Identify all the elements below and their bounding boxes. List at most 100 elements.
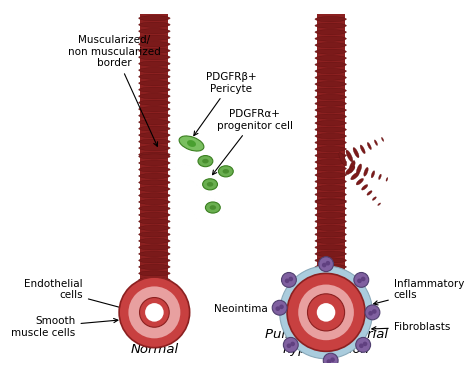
Circle shape	[317, 303, 335, 322]
Ellipse shape	[371, 171, 375, 178]
Ellipse shape	[315, 133, 346, 139]
Polygon shape	[170, 164, 219, 203]
Ellipse shape	[315, 179, 346, 184]
Ellipse shape	[315, 212, 346, 218]
Circle shape	[365, 305, 380, 320]
Ellipse shape	[138, 199, 170, 204]
Ellipse shape	[138, 113, 170, 118]
Ellipse shape	[210, 205, 216, 210]
Ellipse shape	[374, 140, 378, 146]
Ellipse shape	[205, 202, 220, 213]
Ellipse shape	[386, 178, 388, 181]
Ellipse shape	[315, 225, 346, 230]
Ellipse shape	[138, 173, 170, 179]
Circle shape	[279, 305, 284, 309]
Ellipse shape	[378, 203, 381, 205]
Ellipse shape	[367, 191, 372, 195]
Ellipse shape	[315, 159, 346, 165]
Ellipse shape	[382, 137, 384, 141]
Circle shape	[323, 353, 338, 368]
Ellipse shape	[356, 164, 362, 175]
Ellipse shape	[202, 159, 209, 164]
Circle shape	[357, 279, 362, 283]
Ellipse shape	[315, 206, 346, 211]
Ellipse shape	[362, 184, 368, 190]
Ellipse shape	[138, 251, 170, 256]
Ellipse shape	[138, 146, 170, 151]
Text: PDGFRβ+
Pericyte: PDGFRβ+ Pericyte	[194, 72, 257, 136]
Ellipse shape	[138, 193, 170, 198]
Ellipse shape	[315, 199, 346, 204]
Ellipse shape	[315, 107, 346, 113]
Polygon shape	[140, 155, 168, 280]
Circle shape	[368, 311, 373, 316]
Ellipse shape	[315, 101, 346, 106]
Text: Inflammatory
cells: Inflammatory cells	[374, 279, 464, 305]
Text: Neointima: Neointima	[214, 304, 305, 314]
Ellipse shape	[315, 173, 346, 178]
Circle shape	[287, 343, 291, 348]
Ellipse shape	[315, 271, 346, 276]
Text: Muscularized/
non muscularized
border: Muscularized/ non muscularized border	[68, 35, 161, 146]
Ellipse shape	[138, 180, 170, 185]
Ellipse shape	[207, 182, 213, 187]
Ellipse shape	[372, 197, 376, 201]
Ellipse shape	[353, 147, 359, 158]
Ellipse shape	[315, 140, 346, 145]
Polygon shape	[173, 162, 228, 175]
Ellipse shape	[138, 133, 170, 138]
Circle shape	[283, 337, 298, 352]
Polygon shape	[317, 14, 345, 201]
Circle shape	[285, 279, 290, 283]
Ellipse shape	[315, 49, 346, 54]
Text: Normal: Normal	[130, 343, 178, 356]
Ellipse shape	[315, 153, 346, 158]
Ellipse shape	[346, 150, 353, 162]
Circle shape	[359, 343, 364, 348]
Ellipse shape	[138, 55, 170, 60]
Ellipse shape	[138, 161, 170, 166]
Ellipse shape	[138, 245, 170, 250]
Polygon shape	[140, 14, 168, 155]
Ellipse shape	[138, 67, 170, 73]
Ellipse shape	[198, 156, 213, 167]
Ellipse shape	[315, 95, 346, 100]
Circle shape	[322, 263, 327, 267]
Ellipse shape	[219, 166, 233, 177]
Ellipse shape	[138, 264, 170, 270]
Text: PDGFRα+
progenitor cell: PDGFRα+ progenitor cell	[212, 109, 292, 175]
Ellipse shape	[315, 121, 346, 126]
Ellipse shape	[138, 186, 170, 192]
Circle shape	[319, 257, 334, 271]
Ellipse shape	[315, 192, 346, 197]
Ellipse shape	[315, 264, 346, 270]
Ellipse shape	[138, 271, 170, 276]
Ellipse shape	[315, 36, 346, 41]
Ellipse shape	[315, 55, 346, 61]
Ellipse shape	[138, 154, 170, 159]
Ellipse shape	[138, 22, 170, 27]
Circle shape	[290, 342, 295, 346]
Ellipse shape	[315, 75, 346, 80]
Ellipse shape	[315, 258, 346, 263]
Ellipse shape	[315, 238, 346, 244]
Polygon shape	[161, 131, 224, 160]
Ellipse shape	[315, 81, 346, 87]
Ellipse shape	[138, 93, 170, 99]
Ellipse shape	[315, 219, 346, 224]
Text: Smooth
muscle cells: Smooth muscle cells	[11, 316, 118, 337]
Ellipse shape	[360, 145, 365, 154]
Circle shape	[280, 266, 373, 359]
Text: Endothelial
cells: Endothelial cells	[24, 279, 135, 312]
Ellipse shape	[223, 169, 229, 174]
Ellipse shape	[315, 114, 346, 119]
Ellipse shape	[138, 152, 170, 157]
Circle shape	[275, 307, 280, 311]
Circle shape	[298, 285, 354, 340]
Ellipse shape	[315, 277, 346, 282]
Ellipse shape	[315, 185, 346, 191]
Ellipse shape	[179, 136, 204, 151]
Ellipse shape	[339, 153, 346, 166]
Ellipse shape	[138, 126, 170, 131]
Ellipse shape	[315, 23, 346, 28]
